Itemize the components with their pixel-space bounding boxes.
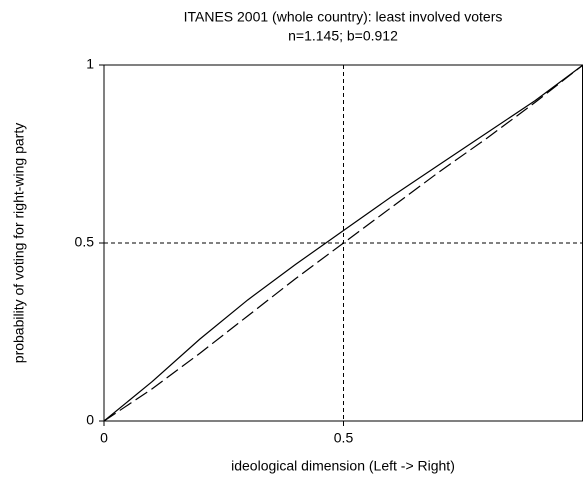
y-tick-label: 0 — [86, 412, 94, 428]
line-series — [103, 64, 583, 422]
line-series — [103, 64, 583, 422]
chart-title: ITANES 2001 (whole country): least invol… — [184, 9, 503, 25]
x-tick-label: 0 — [100, 430, 108, 446]
x-axis-label: ideological dimension (Left -> Right) — [231, 458, 455, 474]
chart-subtitle: n=1.145; b=0.912 — [288, 28, 398, 44]
y-axis-label: probability of voting for right-wing par… — [11, 123, 27, 363]
y-tick-label: 1 — [86, 56, 94, 72]
y-tick-label: 0.5 — [75, 234, 95, 250]
x-tick-label: 0.5 — [334, 430, 354, 446]
